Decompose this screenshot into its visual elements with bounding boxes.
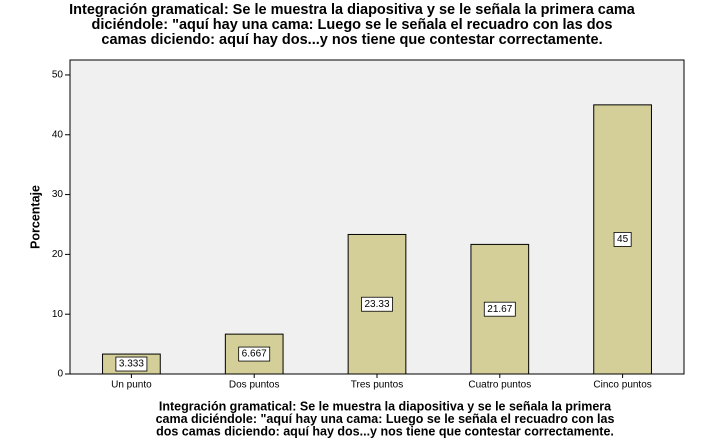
value-label-box [115,356,148,372]
y-tick-label: 40 [52,129,64,140]
x-tick-label: Cuatro puntos [468,380,531,391]
value-label-box [361,296,393,312]
x-tick-label: Cinco puntos [593,380,651,391]
chart-title: diciéndole: "aquí hay una cama: Luego se… [92,17,613,33]
value-label: 45 [617,234,629,245]
y-tick-label: 50 [52,70,64,81]
value-label: 3.333 [119,359,144,370]
x-axis-label: dos camas diciendo: aquí hay dos...y nos… [156,424,614,438]
x-tick-label: Tres puntos [351,380,403,391]
value-label-box [238,346,271,362]
chart-title: Integración gramatical: Se le muestra la… [69,2,636,18]
y-axis-label: Porcentaje [28,185,42,249]
value-label-box [483,301,516,317]
value-label: 23.33 [364,299,389,310]
value-label: 6.667 [242,349,267,360]
y-tick-label: 30 [52,189,64,200]
x-axis-label: cama diciéndole: "aquí hay una cama: Lue… [156,412,615,426]
x-tick-label: Un punto [111,380,152,391]
y-tick-label: 0 [57,369,63,380]
value-label-box [613,232,632,247]
y-tick-label: 10 [52,309,64,320]
chart-title: camas diciendo: aquí hay dos...y nos tie… [101,32,602,48]
value-label: 21.67 [487,304,512,315]
x-axis-label: Integración gramatical: Se le muestra la… [159,399,612,413]
y-tick-label: 20 [52,249,64,260]
x-tick-label: Dos puntos [229,380,280,391]
